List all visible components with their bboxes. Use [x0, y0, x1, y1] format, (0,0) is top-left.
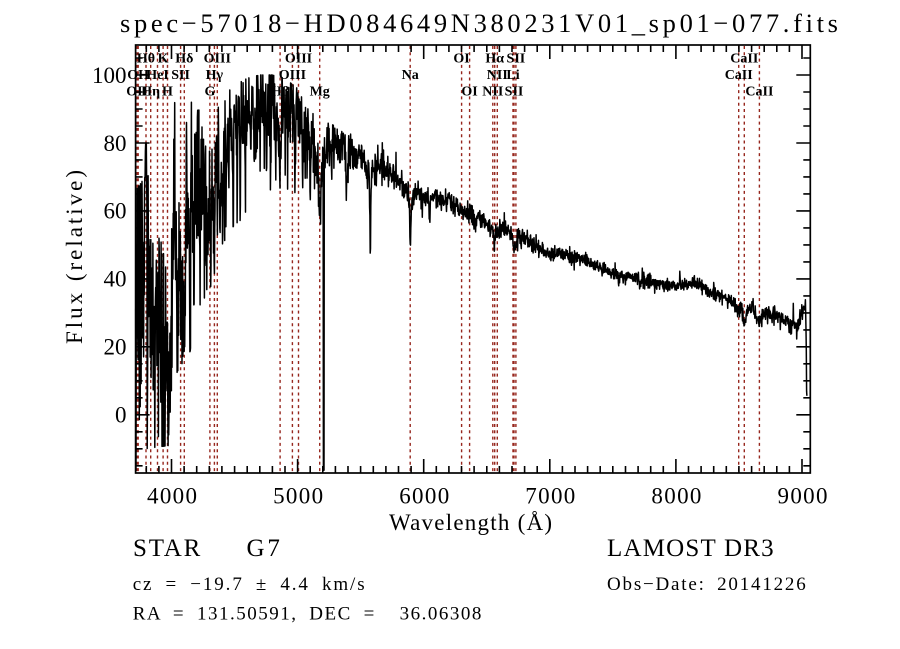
svg-text:OII: OII — [126, 85, 148, 100]
svg-text:4000: 4000 — [147, 484, 197, 509]
svg-text:OIII: OIII — [204, 52, 231, 67]
svg-text:9000: 9000 — [778, 484, 828, 509]
svg-text:SII: SII — [505, 85, 524, 100]
svg-text:H: H — [162, 85, 173, 100]
svg-text:Hδ: Hδ — [175, 52, 193, 67]
svg-text:spec−57018−HD084649N380231V01_: spec−57018−HD084649N380231V01_sp01−077.f… — [120, 8, 838, 38]
svg-text:7000: 7000 — [525, 484, 575, 509]
svg-text:NII: NII — [487, 68, 508, 83]
svg-text:SII: SII — [507, 52, 526, 67]
svg-text:SII: SII — [171, 68, 190, 83]
svg-text:20: 20 — [104, 335, 127, 360]
svg-text:CaII: CaII — [725, 68, 753, 83]
svg-text:Flux (relative): Flux (relative) — [62, 170, 87, 344]
svg-text:Hγ: Hγ — [206, 68, 224, 83]
svg-text:Mg: Mg — [310, 85, 330, 100]
svg-text:K: K — [158, 52, 169, 67]
svg-text:6000: 6000 — [399, 484, 449, 509]
svg-text:OH: OH — [127, 68, 149, 83]
svg-text:Wavelength (Å): Wavelength (Å) — [389, 510, 552, 535]
svg-text:OI: OI — [461, 85, 477, 100]
svg-text:100: 100 — [92, 63, 127, 88]
svg-text:OI: OI — [453, 52, 469, 67]
svg-text:NII: NII — [482, 85, 503, 100]
svg-text:40: 40 — [104, 267, 127, 292]
svg-text:OIII: OIII — [279, 68, 306, 83]
svg-text:Hα: Hα — [485, 52, 504, 67]
svg-text:Hη: Hη — [141, 85, 160, 100]
svg-text:HeI: HeI — [146, 68, 169, 83]
svg-text:60: 60 — [104, 199, 127, 224]
svg-text:LAMOST DR3: LAMOST DR3 — [607, 535, 775, 562]
svg-text:G7: G7 — [247, 535, 283, 562]
svg-text:80: 80 — [104, 131, 127, 156]
svg-text:Obs−Date: 20141226: Obs−Date: 20141226 — [607, 574, 808, 595]
svg-text:G: G — [204, 85, 215, 100]
svg-text:Na: Na — [402, 68, 419, 83]
svg-text:Li: Li — [506, 68, 519, 83]
svg-text:0: 0 — [115, 403, 127, 428]
svg-text:5000: 5000 — [273, 484, 323, 509]
svg-text:cz = −19.7 ± 4.4 km/s: cz = −19.7 ± 4.4 km/s — [133, 574, 367, 595]
svg-text:Hθ: Hθ — [137, 52, 155, 67]
svg-text:RA = 131.50591, DEC = 36.0630: RA = 131.50591, DEC = 36.06308 — [133, 604, 483, 625]
svg-text:STAR: STAR — [133, 535, 202, 562]
svg-text:Hβ: Hβ — [271, 85, 289, 100]
svg-text:8000: 8000 — [651, 484, 701, 509]
svg-text:CaII: CaII — [730, 52, 758, 67]
svg-text:CaII: CaII — [745, 85, 773, 100]
svg-text:OIII: OIII — [285, 52, 312, 67]
